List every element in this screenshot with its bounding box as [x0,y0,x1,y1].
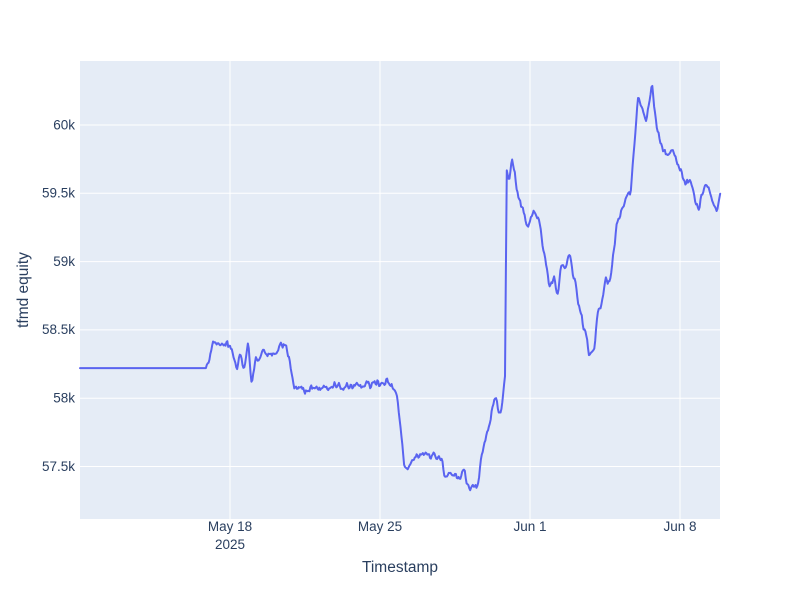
svg-text:May 18: May 18 [208,519,252,534]
svg-text:Timestamp: Timestamp [362,559,438,576]
svg-text:Jun 1: Jun 1 [513,519,546,534]
svg-text:May 25: May 25 [358,519,402,534]
svg-text:57.5k: 57.5k [42,459,75,474]
svg-text:2025: 2025 [215,537,245,552]
svg-text:58k: 58k [53,391,75,406]
svg-text:60k: 60k [53,117,75,132]
svg-text:59.5k: 59.5k [42,186,75,201]
svg-text:tfmd equity: tfmd equity [15,252,32,328]
svg-text:58.5k: 58.5k [42,322,75,337]
svg-text:Jun 8: Jun 8 [663,519,696,534]
svg-text:59k: 59k [53,254,75,269]
